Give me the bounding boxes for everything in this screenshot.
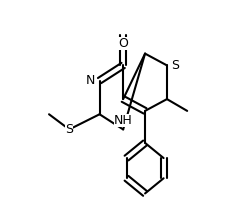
Text: O: O (118, 37, 128, 50)
Text: S: S (171, 59, 179, 72)
Text: NH: NH (114, 114, 132, 127)
Text: N: N (86, 74, 95, 87)
Text: S: S (65, 123, 73, 136)
